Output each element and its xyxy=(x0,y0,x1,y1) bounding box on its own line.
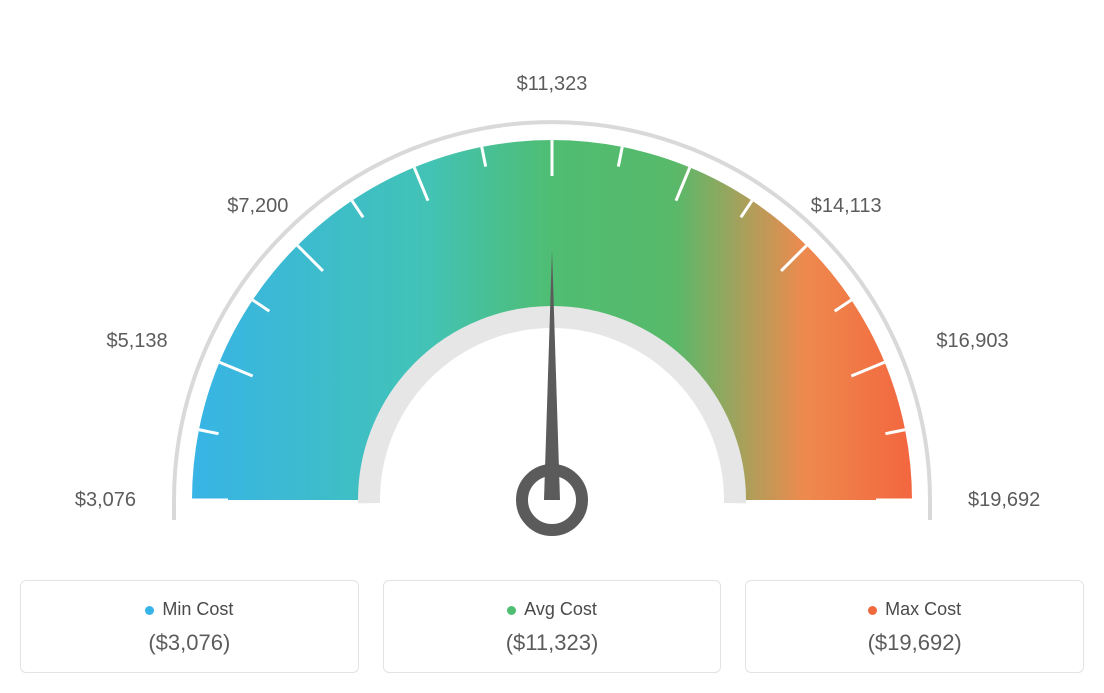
max-cost-value: ($19,692) xyxy=(766,630,1063,656)
min-cost-value: ($3,076) xyxy=(41,630,338,656)
min-dot-icon xyxy=(145,606,154,615)
svg-text:$3,076: $3,076 xyxy=(75,489,136,511)
svg-text:$14,113: $14,113 xyxy=(811,195,882,217)
avg-cost-label: Avg Cost xyxy=(524,599,597,619)
min-cost-card: Min Cost ($3,076) xyxy=(20,580,359,673)
avg-dot-icon xyxy=(507,606,516,615)
summary-cards: Min Cost ($3,076) Avg Cost ($11,323) Max… xyxy=(20,580,1084,673)
max-cost-card: Max Cost ($19,692) xyxy=(745,580,1084,673)
max-cost-label: Max Cost xyxy=(885,599,961,619)
gauge-svg: $3,076 $5,138 $7,200 $11,323 $14,113 $16,903 $… xyxy=(20,20,1084,560)
svg-text:$16,903: $16,903 xyxy=(936,330,1008,352)
min-cost-title: Min Cost xyxy=(41,599,338,620)
svg-text:$7,200: $7,200 xyxy=(227,195,288,217)
svg-text:$19,692: $19,692 xyxy=(968,489,1040,511)
gauge-chart: $3,076 $5,138 $7,200 $11,323 $14,113 $16,903 $… xyxy=(20,20,1084,560)
svg-text:$5,138: $5,138 xyxy=(106,330,167,352)
avg-cost-card: Avg Cost ($11,323) xyxy=(383,580,722,673)
min-cost-label: Min Cost xyxy=(162,599,233,619)
avg-cost-value: ($11,323) xyxy=(404,630,701,656)
avg-cost-title: Avg Cost xyxy=(404,599,701,620)
max-cost-title: Max Cost xyxy=(766,599,1063,620)
max-dot-icon xyxy=(868,606,877,615)
svg-text:$11,323: $11,323 xyxy=(517,73,588,95)
